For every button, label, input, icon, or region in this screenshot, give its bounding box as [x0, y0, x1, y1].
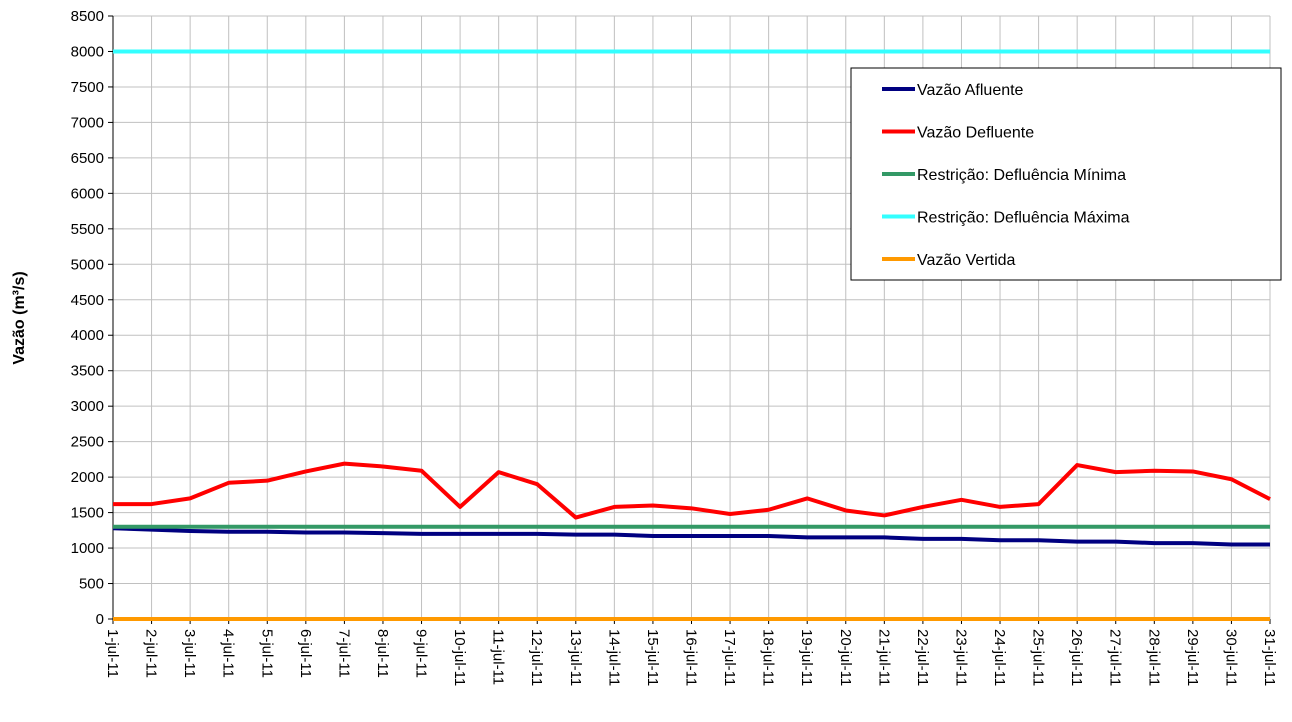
y-tick-label: 5500: [71, 221, 104, 238]
y-tick-label: 1000: [71, 540, 104, 557]
legend-box: [850, 67, 1282, 281]
legend-label: Restrição: Defluência Máxima: [917, 210, 1130, 227]
legend-label: Vazão Defluente: [917, 125, 1034, 142]
x-tick-label: 6-jul-11: [297, 629, 314, 678]
x-tick-label: 17-jul-11: [721, 629, 738, 686]
x-tick-label: 16-jul-11: [683, 629, 700, 686]
x-tick-label: 8-jul-11: [374, 629, 391, 678]
y-tick-label: 0: [96, 611, 104, 628]
x-tick-label: 10-jul-11: [451, 629, 468, 686]
x-tick-label: 1-jul-11: [104, 629, 121, 678]
y-tick-label: 2000: [71, 469, 104, 486]
x-tick-label: 14-jul-11: [605, 629, 622, 686]
series-line: [112, 526, 1270, 547]
x-tick-label: 28-jul-11: [1145, 629, 1162, 686]
x-tick-label: 12-jul-11: [528, 629, 545, 686]
x-tick-label: 25-jul-11: [1030, 629, 1047, 686]
y-tick-label: 8500: [71, 8, 104, 25]
y-tick-label: 2500: [71, 434, 104, 451]
y-tick-label: 1500: [71, 505, 104, 522]
legend-label: Vazão Afluente: [917, 82, 1024, 99]
legend-label: Restrição: Defluência Mínima: [917, 167, 1126, 184]
y-tick-label: 6000: [71, 185, 104, 202]
x-tick-label: 22-jul-11: [914, 629, 931, 686]
y-tick-label: 3000: [71, 398, 104, 415]
x-tick-label: 27-jul-11: [1107, 629, 1124, 686]
x-tick-label: 23-jul-11: [952, 629, 969, 686]
x-tick-label: 9-jul-11: [413, 629, 430, 678]
x-tick-label: 31-jul-11: [1261, 629, 1278, 686]
x-tick-label: 19-jul-11: [798, 629, 815, 686]
x-tick-label: 7-jul-11: [335, 629, 352, 678]
x-tick-label: 26-jul-11: [1068, 629, 1085, 686]
x-tick-label: 24-jul-11: [991, 629, 1008, 686]
x-tick-label: 3-jul-11: [181, 629, 198, 678]
x-tick-label: 15-jul-11: [644, 629, 661, 686]
x-tick-label: 13-jul-11: [567, 629, 584, 686]
x-tick-label: 30-jul-11: [1222, 629, 1239, 686]
y-tick-label: 7500: [71, 79, 104, 96]
y-tick-label: 4500: [71, 292, 104, 309]
series-line: [113, 461, 1271, 520]
y-axis-label: Vazão (m³/s): [11, 271, 28, 364]
y-tick-label: 5000: [71, 256, 104, 273]
x-tick-label: 4-jul-11: [220, 629, 237, 678]
y-tick-label: 7000: [71, 114, 104, 131]
x-tick-label: 18-jul-11: [760, 629, 777, 686]
x-tick-label: 2-jul-11: [143, 629, 160, 678]
y-tick-label: 500: [79, 576, 104, 593]
y-tick-label: 8000: [71, 43, 104, 60]
y-tick-label: 6500: [71, 150, 104, 167]
legend-label: Vazão Vertida: [917, 252, 1016, 269]
y-tick-label: 4000: [71, 327, 104, 344]
x-tick-label: 11-jul-11: [490, 629, 507, 685]
x-tick-label: 21-jul-11: [875, 629, 892, 686]
x-tick-label: 29-jul-11: [1184, 629, 1201, 686]
x-tick-label: 20-jul-11: [837, 629, 854, 686]
y-tick-label: 3500: [71, 363, 104, 380]
x-tick-label: 5-jul-11: [258, 629, 275, 678]
